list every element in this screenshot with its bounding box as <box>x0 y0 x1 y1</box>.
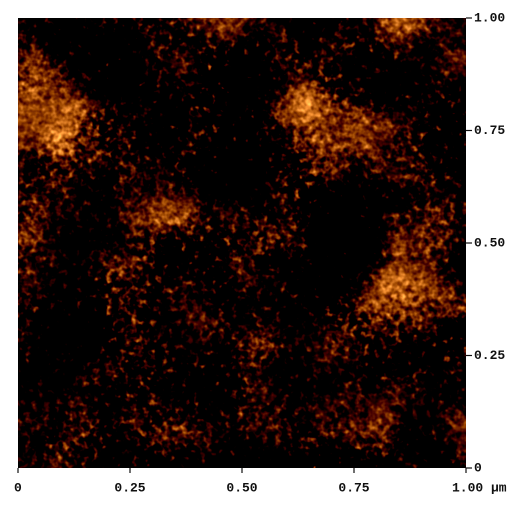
afm-image <box>18 18 466 468</box>
y-tick-label: 0.25 <box>474 348 505 363</box>
x-tick-label: 0.25 <box>114 480 145 495</box>
x-tick-label: 0 <box>14 480 22 495</box>
y-tick-label: 0.75 <box>474 123 505 138</box>
y-tick-label: 0.50 <box>474 235 505 250</box>
x-tick-label: 0.50 <box>226 480 257 495</box>
axes: 0 0.25 0.50 0.75 1.00 μm 1.00 0.75 0.50 0.25 0 <box>14 10 507 495</box>
x-tick-label: 0.75 <box>338 480 369 495</box>
y-tick-label: 1.00 <box>474 10 505 25</box>
y-tick-label: 0 <box>474 460 482 475</box>
x-tick-label: 1.00 μm <box>452 480 507 495</box>
